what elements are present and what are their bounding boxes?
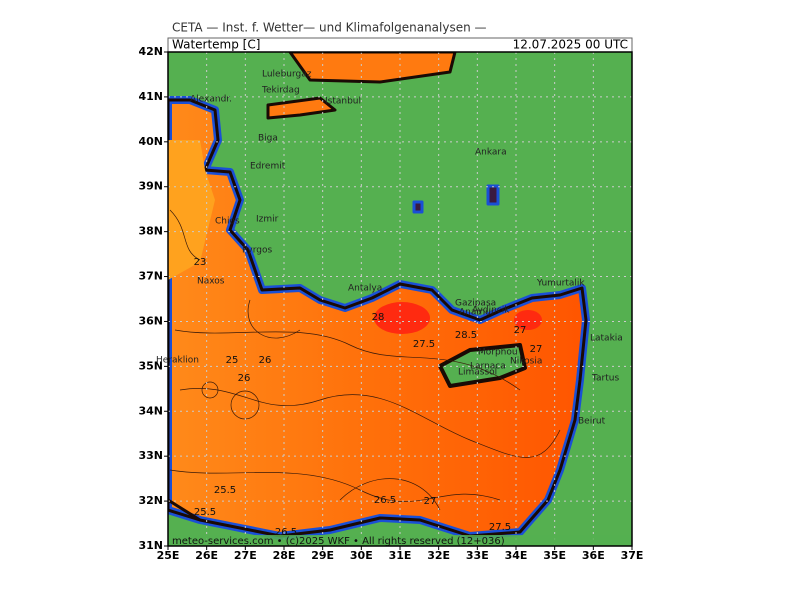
city-label: Heraklion <box>156 356 199 366</box>
city-label: Larnaca <box>470 362 506 372</box>
lat-label: 35N <box>138 359 163 372</box>
lat-label: 38N <box>138 225 163 238</box>
contour-label: 23 <box>194 257 207 268</box>
lon-label: 35E <box>543 549 566 562</box>
city-label: Nikosia <box>510 357 542 367</box>
city-label: Luleburgaz <box>262 70 312 80</box>
city-label: Antalya <box>348 284 382 294</box>
contour-label: 25 <box>226 355 239 366</box>
labels: 25E 26E 27E 28E 29E 30E 31E 32E 33E 34E 35E 36E 37E 3… <box>138 45 643 562</box>
lat-label: 34N <box>138 404 163 417</box>
city-label: Tekirdag <box>261 86 300 96</box>
contour <box>247 299 301 339</box>
valid-time: 12.07.2025 00 UTC <box>513 38 628 52</box>
lat-label: 37N <box>138 270 163 283</box>
city-label: Gazipasa <box>455 299 496 309</box>
lat-label: 39N <box>138 180 163 193</box>
variable-title: Watertemp [C] <box>172 38 260 52</box>
contour-label: 27 <box>514 325 527 336</box>
contour-label: 26 <box>259 355 272 366</box>
city-label: Aydincik <box>472 306 510 316</box>
city-label: Pyrgos <box>242 246 273 256</box>
coast <box>168 498 201 522</box>
lon-label: 34E <box>505 549 528 562</box>
warm-spot <box>514 310 542 330</box>
city-label: Yumurtalik <box>536 279 585 289</box>
contour <box>201 381 219 399</box>
city-label: Morphou <box>478 348 518 358</box>
lat-label: 32N <box>138 494 163 507</box>
city-label: Ankara <box>475 148 507 158</box>
city-label: Edremit <box>250 162 286 172</box>
marmara <box>266 96 337 120</box>
black-sea <box>288 52 457 84</box>
coastline <box>168 98 588 538</box>
warm-aegean <box>168 140 215 280</box>
lat-label: 31N <box>138 539 163 552</box>
footer-band <box>168 535 632 546</box>
lon-label: 28E <box>273 549 296 562</box>
city-label: Latakia <box>590 334 623 344</box>
lon-label: 31E <box>389 549 412 562</box>
cyprus <box>438 343 527 388</box>
lon-label: 36E <box>582 549 605 562</box>
contour <box>339 478 441 511</box>
lat-label: 40N <box>138 135 163 148</box>
footer: meteo-services.com • (c)2025 WKF • All r… <box>172 536 505 547</box>
contour-label: 26.5 <box>275 527 297 538</box>
city-label: Limassol <box>458 368 497 378</box>
lat-label: 33N <box>138 449 163 462</box>
lat-label: 36N <box>138 314 163 327</box>
city-label: Alexandr. <box>190 95 232 105</box>
contour-label: 27 <box>424 496 437 507</box>
contour-label: 28 <box>372 312 385 323</box>
contour <box>169 209 201 261</box>
lat-label: 41N <box>138 90 163 103</box>
lake <box>486 184 500 206</box>
contour-label: 27.5 <box>413 339 435 350</box>
contour-label: 28.5 <box>455 330 477 341</box>
city-label: Chios <box>215 217 240 227</box>
contours <box>169 209 561 511</box>
lon-label: 27E <box>234 549 257 562</box>
contour <box>179 388 561 458</box>
source-title: CETA — Inst. f. Wetter— und Klimafolgena… <box>172 21 487 35</box>
lon-label: 32E <box>427 549 450 562</box>
city-label: Beirut <box>578 417 606 427</box>
lon-label: 25E <box>157 549 180 562</box>
city-label: Anamur <box>459 308 495 318</box>
contour-label: 25.5 <box>214 485 236 496</box>
city-label: Istanbul <box>325 97 361 107</box>
lon-label: 26E <box>195 549 218 562</box>
contour-label: 26 <box>238 373 251 384</box>
lon-label: 30E <box>350 549 373 562</box>
city-label: Tartus <box>591 374 619 384</box>
lake <box>412 200 424 214</box>
lon-label: 37E <box>621 549 644 562</box>
contour <box>169 469 501 502</box>
lon-label: 29E <box>311 549 334 562</box>
contour-label: 25.5 <box>194 507 216 518</box>
warm-spot <box>374 302 430 334</box>
lat-label: 42N <box>138 45 163 58</box>
contour <box>174 329 521 391</box>
contour-label: 26.5 <box>374 495 396 506</box>
city-label: Izmir <box>256 215 279 225</box>
city-label: Biga <box>258 134 278 144</box>
city-label: Naxos <box>197 277 225 287</box>
lon-label: 33E <box>466 549 489 562</box>
map-area: meteo-services.com • (c)2025 WKF • All r… <box>168 52 632 547</box>
graticule <box>168 52 632 546</box>
contour-label: 27 <box>530 344 543 355</box>
contour-label: 27.5 <box>489 522 511 533</box>
